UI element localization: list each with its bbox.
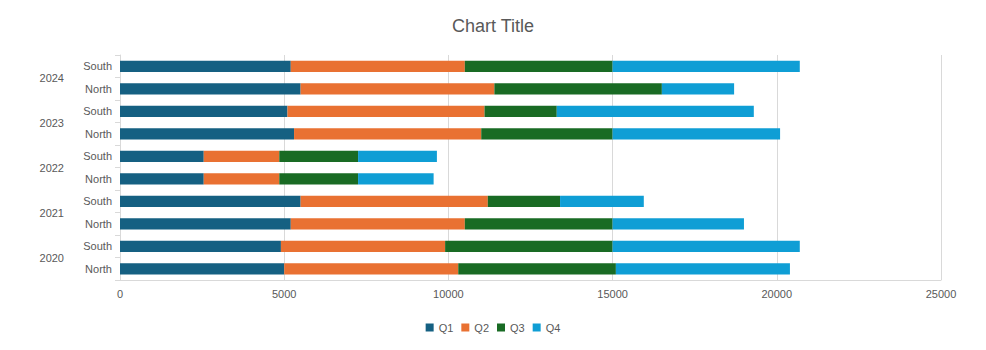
svg-text:5000: 5000 [272,288,296,300]
svg-text:South: South [83,105,112,117]
svg-text:North: North [85,218,112,230]
svg-text:Q3: Q3 [510,322,525,334]
svg-text:South: South [83,60,112,72]
svg-text:0: 0 [117,288,123,300]
svg-text:Q2: Q2 [474,322,489,334]
svg-text:15000: 15000 [597,288,628,300]
svg-text:South: South [83,240,112,252]
svg-text:2023: 2023 [40,117,64,129]
svg-text:Chart Title: Chart Title [452,16,534,36]
svg-text:North: North [85,263,112,275]
svg-text:2022: 2022 [40,162,64,174]
svg-text:25000: 25000 [926,288,957,300]
svg-text:2020: 2020 [40,252,64,264]
svg-text:Q4: Q4 [546,322,561,334]
svg-text:2024: 2024 [40,72,64,84]
svg-text:South: South [83,150,112,162]
svg-text:South: South [83,195,112,207]
svg-text:North: North [85,173,112,185]
svg-text:2021: 2021 [40,207,64,219]
svg-text:Q1: Q1 [439,322,454,334]
svg-text:20000: 20000 [762,288,793,300]
svg-text:10000: 10000 [433,288,464,300]
svg-text:North: North [85,83,112,95]
svg-text:North: North [85,128,112,140]
